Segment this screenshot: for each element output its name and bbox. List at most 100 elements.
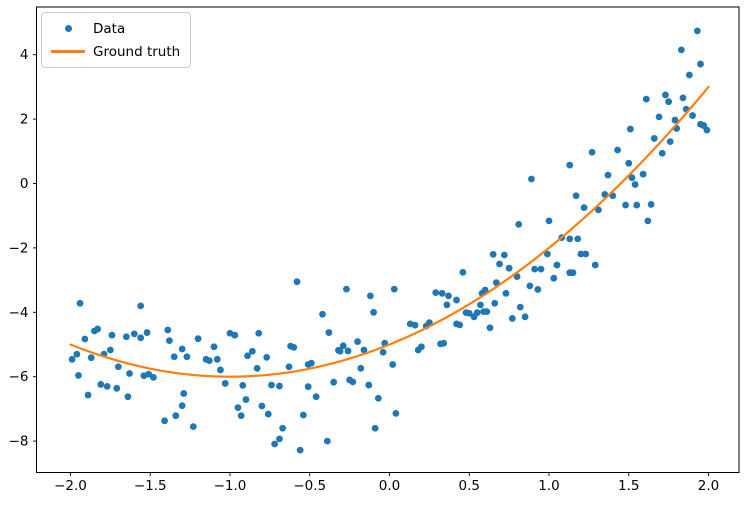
scatter-point <box>588 148 596 156</box>
scatter-point <box>164 326 172 334</box>
scatter-point <box>194 335 202 343</box>
scatter-point <box>276 382 283 390</box>
scatter-point <box>374 394 382 402</box>
scatter-point <box>486 324 494 332</box>
scatter-point <box>697 60 704 68</box>
scatter-point <box>481 286 489 294</box>
scatter-point <box>453 296 460 304</box>
scatter-point <box>360 346 368 354</box>
scatter-point <box>679 94 687 102</box>
x-tick-label: −0.5 <box>293 478 326 494</box>
scatter-point <box>231 331 239 339</box>
scatter-point <box>178 402 186 410</box>
scatter-point <box>370 308 377 316</box>
x-tick-label: −1.5 <box>134 478 167 494</box>
scatter-point <box>319 310 326 318</box>
scatter-point <box>390 285 398 293</box>
scatter-point <box>500 251 508 259</box>
scatter-point <box>336 347 344 355</box>
scatter-point <box>553 261 561 269</box>
scatter-point <box>456 321 464 329</box>
scatter-point <box>323 437 331 445</box>
scatter-point <box>114 363 122 371</box>
scatter-point <box>103 382 111 390</box>
scatter-point <box>253 364 261 372</box>
scatter-point <box>312 393 320 401</box>
scatter-point <box>566 235 574 243</box>
x-tick-label: −2.0 <box>54 478 87 494</box>
scatter-point <box>515 220 523 228</box>
scatter-point <box>137 302 145 310</box>
scatter-marker-icon <box>51 25 85 32</box>
legend-entry-ground-truth: Ground truth <box>51 41 180 62</box>
scatter-point <box>357 364 365 372</box>
y-tick-label: 2 <box>20 112 29 128</box>
scatter-point <box>631 181 639 188</box>
scatter-point <box>221 380 229 387</box>
scatter-point <box>508 315 516 322</box>
scatter-point <box>443 301 451 309</box>
scatter-point <box>213 355 221 363</box>
scatter-point <box>496 260 503 268</box>
scatter-point <box>505 264 513 272</box>
scatter-point <box>595 206 602 214</box>
scatter-point <box>296 446 304 454</box>
scatter-point <box>622 201 629 209</box>
scatter-point <box>183 353 191 361</box>
scatter-point <box>693 27 701 35</box>
scatter-point <box>483 308 491 316</box>
data-dot-icon <box>64 25 72 32</box>
scatter-point <box>217 366 224 374</box>
legend-label-ground-truth: Ground truth <box>93 43 181 60</box>
scatter-point <box>130 330 138 338</box>
scatter-point <box>626 125 634 133</box>
scatter-point <box>550 274 558 282</box>
scatter-point <box>459 268 467 276</box>
scatter-point <box>97 381 105 388</box>
scatter-point <box>633 201 641 209</box>
scatter-point <box>440 339 448 347</box>
scatter-point <box>268 381 275 389</box>
scatter-point <box>566 161 574 169</box>
scatter-point <box>604 171 612 179</box>
scatter-point <box>647 201 655 208</box>
y-tick-label: 4 <box>20 47 29 63</box>
scatter-point <box>445 292 452 300</box>
scatter-point <box>516 303 524 311</box>
scatter-point <box>87 354 95 362</box>
scatter-point <box>655 113 663 121</box>
scatter-point <box>411 321 419 329</box>
scatter-point <box>242 396 250 403</box>
scatter-point <box>161 417 169 425</box>
scatter-point <box>502 289 510 297</box>
scatter-point <box>145 370 153 378</box>
scatter-point <box>365 381 373 389</box>
y-tick-label: −6 <box>9 369 29 385</box>
scatter-point <box>81 335 89 343</box>
scatter-point <box>577 250 585 258</box>
scatter-point <box>354 338 361 346</box>
scatter-point <box>614 146 621 154</box>
scatter-point <box>574 235 582 243</box>
plot-area <box>36 6 740 473</box>
scatter-point <box>465 309 473 317</box>
scatter-point <box>528 175 535 183</box>
scatter-point <box>642 95 650 103</box>
scatter-point <box>644 217 652 225</box>
scatter-point <box>685 71 693 79</box>
scatter-point <box>264 410 272 418</box>
scatter-point <box>180 390 188 397</box>
scatter-point <box>677 46 685 54</box>
scatter-point <box>172 412 180 420</box>
scatter-point <box>255 329 263 337</box>
scatter-point <box>432 289 440 297</box>
scatter-point <box>126 370 133 377</box>
scatter-point <box>591 261 599 269</box>
x-tick-label: 2.0 <box>698 478 719 494</box>
scatter-point <box>658 149 666 157</box>
scatter-point <box>418 343 425 351</box>
x-tick-label: 1.0 <box>538 478 559 494</box>
scatter-point <box>349 378 357 386</box>
